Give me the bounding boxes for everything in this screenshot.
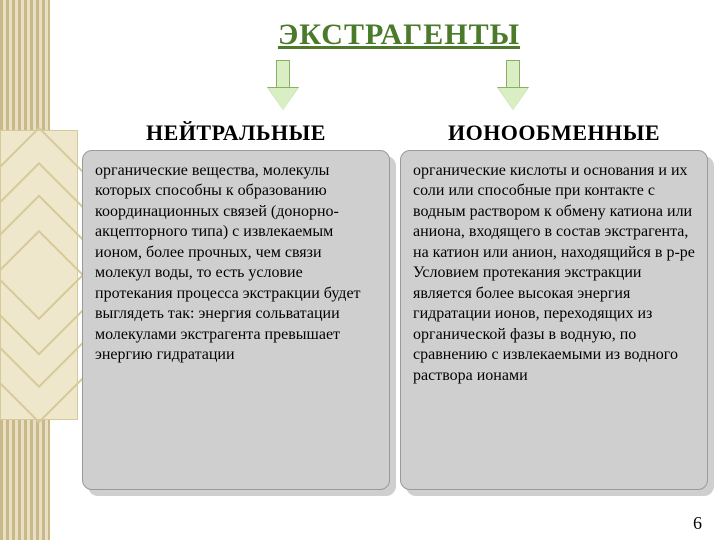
slide-content: ЭКСТРАГЕНТЫ НЕЙТРАЛЬНЫЕ органические вещ… bbox=[78, 0, 720, 540]
arrows-row bbox=[78, 60, 720, 120]
left-box-wrap: органические вещества, молекулы которых … bbox=[82, 150, 390, 490]
right-heading: ИОНООБМЕННЫЕ bbox=[400, 120, 708, 146]
left-heading: НЕЙТРАЛЬНЫЕ bbox=[82, 120, 390, 146]
page-title: ЭКСТРАГЕНТЫ bbox=[78, 18, 720, 52]
left-box: органические вещества, молекулы которых … bbox=[82, 150, 390, 490]
column-left: НЕЙТРАЛЬНЫЕ органические вещества, молек… bbox=[82, 120, 390, 490]
arrow-down-icon bbox=[498, 60, 528, 110]
columns: НЕЙТРАЛЬНЫЕ органические вещества, молек… bbox=[78, 120, 720, 490]
deco-pattern bbox=[0, 130, 78, 420]
right-box-wrap: органические кислоты и основания и их со… bbox=[400, 150, 708, 490]
arrow-down-icon bbox=[268, 60, 298, 110]
side-decoration bbox=[0, 0, 78, 540]
page-number: 6 bbox=[693, 513, 702, 534]
right-box: органические кислоты и основания и их со… bbox=[400, 150, 708, 490]
column-right: ИОНООБМЕННЫЕ органические кислоты и осно… bbox=[400, 120, 708, 490]
